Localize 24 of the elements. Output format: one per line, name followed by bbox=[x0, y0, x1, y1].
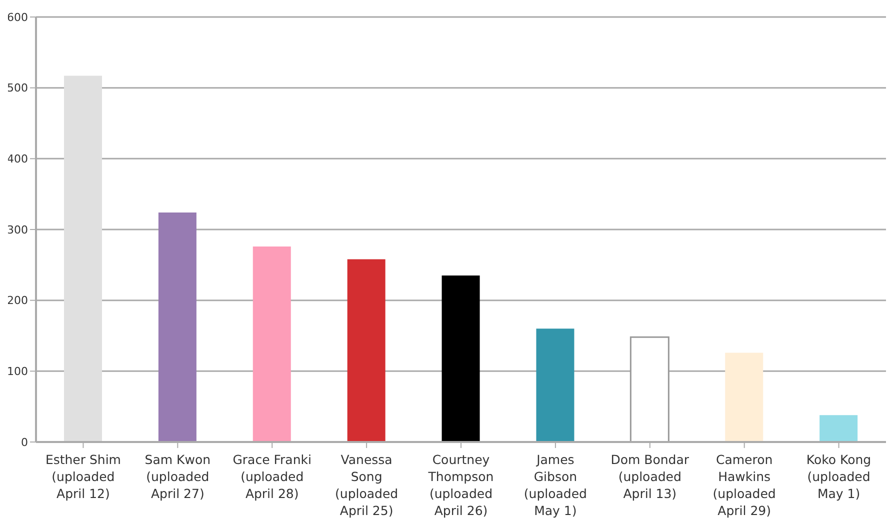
bar bbox=[64, 76, 102, 442]
x-tick-label: Grace Franki (uploaded April 28) bbox=[232, 452, 312, 501]
y-tick-label: 200 bbox=[7, 294, 28, 308]
bar bbox=[630, 336, 670, 442]
y-tick-label: 300 bbox=[7, 223, 28, 236]
x-tick-label: Sam Kwon (uploaded April 27) bbox=[144, 452, 211, 501]
bar bbox=[725, 352, 764, 442]
x-tick-label: James Gibson (uploaded May 1) bbox=[524, 452, 587, 518]
bar bbox=[347, 259, 386, 442]
bar bbox=[158, 212, 196, 442]
bar bbox=[820, 415, 858, 442]
y-tick-label: 100 bbox=[7, 365, 28, 378]
bar bbox=[536, 328, 574, 442]
x-tick-label: Vanessa Song (uploaded April 25) bbox=[335, 452, 398, 518]
x-tick-label: Esther Shim (uploaded April 12) bbox=[45, 452, 121, 501]
x-tick-label: Dom Bondar (uploaded April 13) bbox=[610, 452, 690, 501]
x-tick-label: Courtney Thompson (uploaded April 26) bbox=[427, 452, 494, 518]
x-tick-label: Cameron Hawkins (uploaded April 29) bbox=[712, 452, 776, 518]
bar bbox=[252, 246, 291, 442]
bar bbox=[442, 276, 480, 442]
y-tick-label: 0 bbox=[21, 436, 28, 449]
x-tick-label: Koko Kong (uploaded May 1) bbox=[806, 452, 872, 501]
y-tick-label: 500 bbox=[7, 82, 28, 95]
y-tick-label: 600 bbox=[7, 10, 28, 24]
